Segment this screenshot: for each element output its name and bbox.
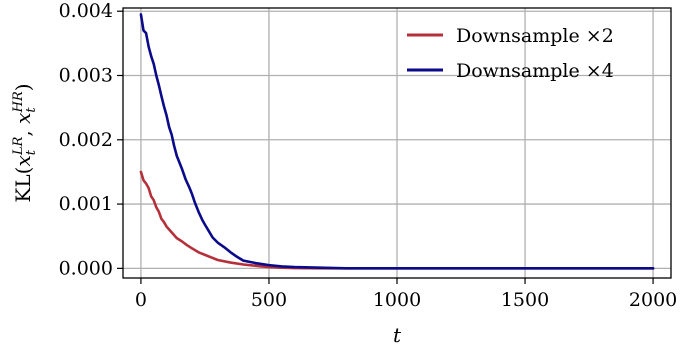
y-label-sup1: LR [11, 136, 26, 156]
y-label-sup2: HR [11, 91, 26, 113]
x-tick-label: 1500 [501, 289, 549, 311]
legend-label-1: Downsample ×2 [456, 25, 614, 47]
grid [123, 8, 671, 278]
x-tick-label: 1000 [373, 289, 421, 311]
y-tick-label: 0.001 [59, 193, 113, 215]
series-line-2 [139, 13, 655, 270]
series-lines [139, 13, 655, 270]
legend: Downsample ×2 Downsample ×4 [407, 25, 614, 82]
y-tick-label: 0.004 [59, 0, 113, 22]
x-tick-label: 500 [251, 289, 287, 311]
x-tick-label: 2000 [629, 289, 677, 311]
y-label-kl: KL( [11, 167, 35, 203]
x-axis-label: t [393, 323, 402, 347]
y-tick-label: 0.002 [59, 129, 113, 151]
axis-ticks: 0 500 1000 1500 2000 0.000 0.001 0.002 0.003 0.00… [59, 0, 678, 311]
y-label-x2: x [11, 113, 35, 124]
y-label-close: ) [11, 83, 35, 91]
x-tick-label: 0 [135, 289, 147, 311]
y-label-comma: , [11, 124, 35, 137]
legend-label-2: Downsample ×4 [456, 60, 614, 82]
y-tick-label: 0.003 [59, 65, 113, 87]
y-label-sub2: t [24, 107, 39, 113]
y-label-x1: x [11, 155, 35, 166]
y-axis-label: KL(xtLR, xtHR) [11, 83, 39, 202]
y-tick-label: 0.000 [59, 257, 113, 279]
y-label-sub1: t [24, 149, 39, 155]
